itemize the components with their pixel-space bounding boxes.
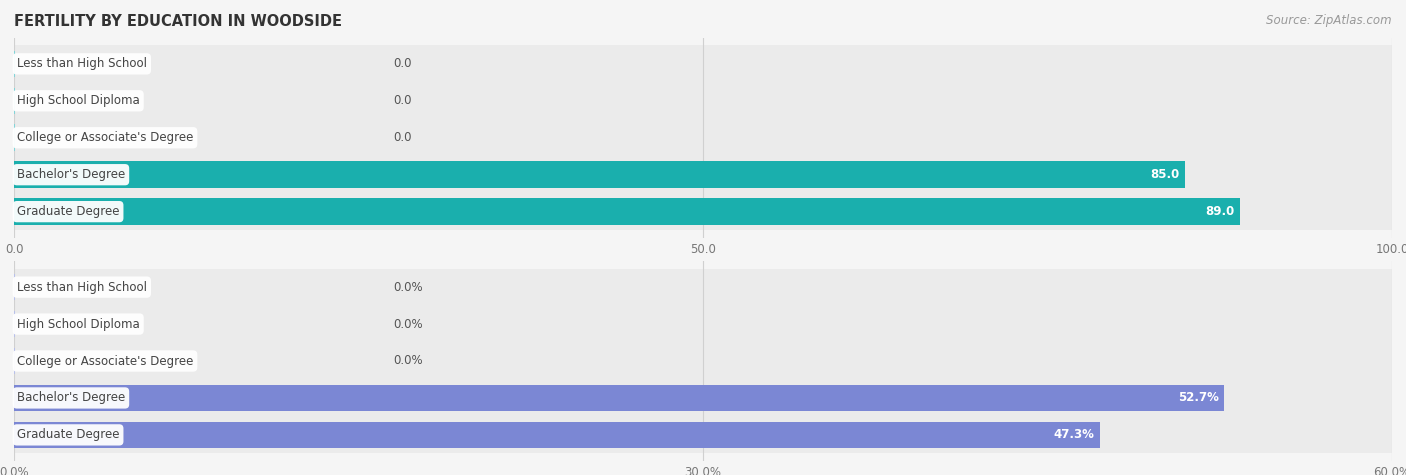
Text: 85.0: 85.0 [1150, 168, 1180, 181]
Bar [14, 269, 1392, 305]
Bar [14, 199, 1240, 225]
Text: 0.0: 0.0 [394, 57, 412, 70]
Text: 0.0%: 0.0% [394, 318, 423, 331]
Text: High School Diploma: High School Diploma [17, 318, 139, 331]
Bar [14, 417, 1392, 453]
Bar [14, 193, 1392, 230]
Bar [14, 156, 1392, 193]
Text: High School Diploma: High School Diploma [17, 95, 139, 107]
Text: 0.0: 0.0 [394, 95, 412, 107]
Text: 52.7%: 52.7% [1178, 391, 1219, 404]
Text: 0.0%: 0.0% [394, 281, 423, 294]
Bar [14, 385, 1225, 411]
Text: College or Associate's Degree: College or Associate's Degree [17, 354, 193, 368]
Text: Less than High School: Less than High School [17, 281, 146, 294]
Text: Bachelor's Degree: Bachelor's Degree [17, 391, 125, 404]
Text: College or Associate's Degree: College or Associate's Degree [17, 131, 193, 144]
Bar [14, 82, 1392, 119]
Text: 47.3%: 47.3% [1054, 428, 1095, 441]
Bar [14, 46, 1392, 82]
Text: 0.0: 0.0 [394, 131, 412, 144]
Text: Graduate Degree: Graduate Degree [17, 428, 120, 441]
Bar [14, 422, 1101, 448]
Bar [14, 305, 1392, 342]
Text: Less than High School: Less than High School [17, 57, 146, 70]
Text: Graduate Degree: Graduate Degree [17, 205, 120, 218]
Bar [14, 162, 1185, 188]
Text: FERTILITY BY EDUCATION IN WOODSIDE: FERTILITY BY EDUCATION IN WOODSIDE [14, 14, 342, 29]
Text: 89.0: 89.0 [1205, 205, 1234, 218]
Text: Bachelor's Degree: Bachelor's Degree [17, 168, 125, 181]
Bar [14, 342, 1392, 380]
Bar [14, 119, 1392, 156]
Text: Source: ZipAtlas.com: Source: ZipAtlas.com [1267, 14, 1392, 27]
Text: 0.0%: 0.0% [394, 354, 423, 368]
Bar [14, 380, 1392, 417]
